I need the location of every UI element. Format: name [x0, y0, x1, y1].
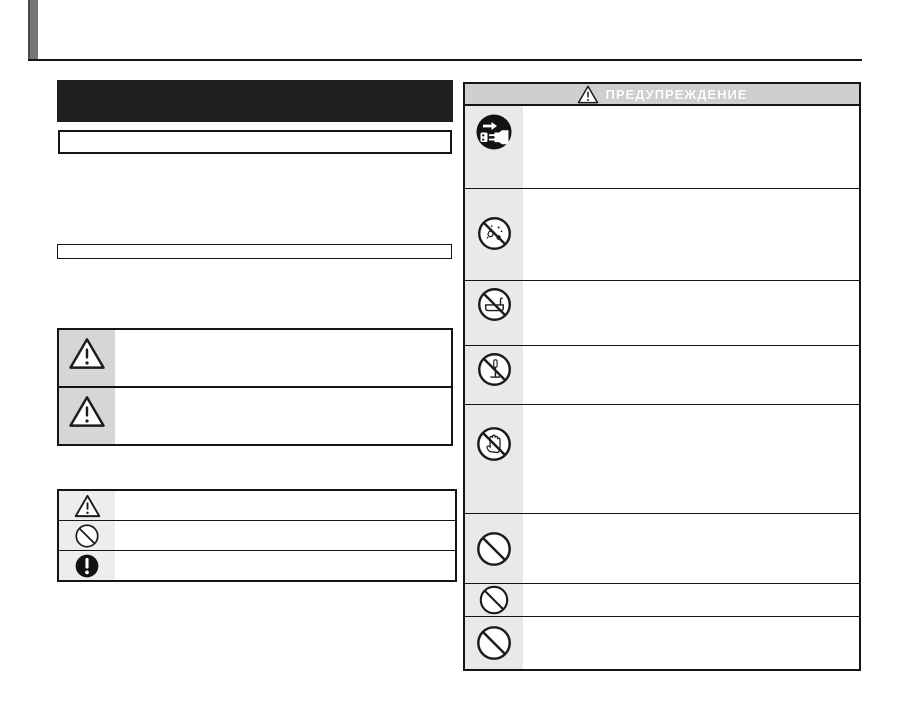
warning-row: [465, 617, 859, 669]
page-edge-tab: [28, 0, 38, 60]
legend-row: [59, 491, 455, 521]
warning-text-area: [523, 405, 859, 513]
prohibition-icon: [465, 617, 523, 669]
warning-row: [465, 189, 859, 281]
warning-triangle-icon: [577, 85, 599, 104]
warning-text-area: [523, 584, 859, 616]
no-bathtub-icon: [465, 281, 523, 345]
warning-row: [465, 281, 859, 346]
prohibition-icon: [465, 514, 523, 583]
legend-row: [59, 521, 455, 551]
warning-row: [465, 106, 859, 189]
section-title-bar: [57, 80, 453, 122]
no-disassemble-icon: [465, 346, 523, 404]
warning-row: [465, 346, 859, 405]
note-strip-box: [57, 244, 452, 259]
unplug-power-plug-icon: [465, 106, 523, 188]
warning-row: [465, 514, 859, 584]
warning-text-area: [523, 281, 859, 345]
warning-text-area: [523, 617, 859, 669]
warning-triangle-icon: [59, 388, 115, 444]
prohibition-icon: [59, 521, 115, 550]
warning-table: ПРЕДУПРЕЖДЕНИЕ: [463, 82, 861, 671]
header-rule: [28, 59, 862, 61]
warning-triangle-icon: [59, 330, 115, 386]
warning-table-header: ПРЕДУПРЕЖДЕНИЕ: [465, 84, 859, 106]
warning-row: [465, 405, 859, 514]
no-water-splash-icon: [465, 189, 523, 280]
warning-text-area: [523, 106, 859, 188]
warning-note-text-area: [115, 330, 451, 386]
no-touch-hand-icon: [465, 405, 523, 513]
legend-text-area: [115, 491, 455, 520]
subtitle-box: [58, 130, 452, 154]
warning-note-box: [57, 386, 453, 446]
mandatory-action-icon: [59, 551, 115, 580]
warning-table-title: ПРЕДУПРЕЖДЕНИЕ: [605, 86, 748, 102]
symbol-legend-table: [57, 489, 457, 582]
warning-note-boxes: [57, 328, 453, 446]
legend-text-area: [115, 551, 455, 580]
warning-note-box: [57, 328, 453, 388]
legend-text-area: [115, 521, 455, 550]
warning-row: [465, 584, 859, 617]
prohibition-icon: [465, 584, 523, 616]
warning-note-text-area: [115, 388, 451, 444]
warning-text-area: [523, 514, 859, 583]
warning-text-area: [523, 189, 859, 280]
warning-text-area: [523, 346, 859, 404]
warning-triangle-icon: [59, 491, 115, 520]
legend-row: [59, 551, 455, 580]
